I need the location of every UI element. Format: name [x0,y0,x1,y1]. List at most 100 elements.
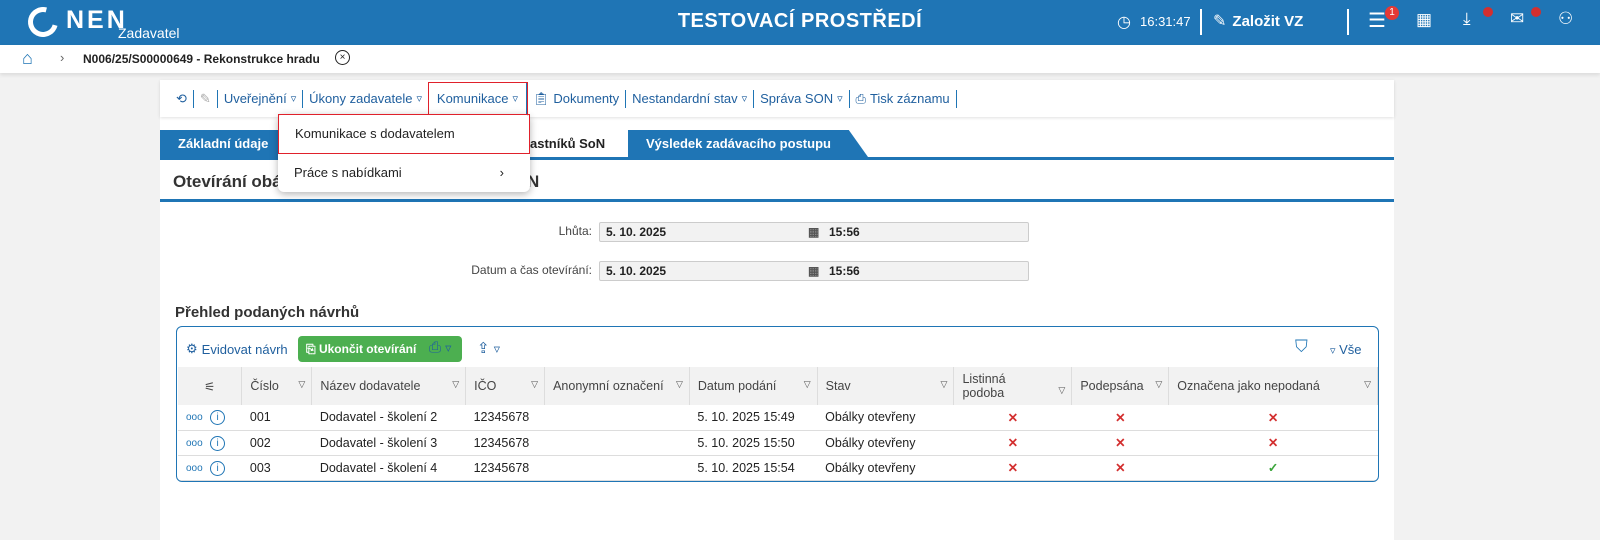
state-cell: Obálky otevřeny [817,430,954,456]
toolbar-uverejneni[interactable]: Uveřejnění ▿ [218,89,304,108]
export-icon[interactable]: ⇪ ▿ [477,340,501,357]
signed-cell: ✕ [1071,430,1169,456]
register-proposal-button[interactable]: ⚙︎ Evidovat návrh [186,341,288,357]
column-settings-icon[interactable]: ⚟ [178,367,243,405]
tab-zakladni-udaje[interactable]: Základní údaje [160,130,280,157]
table-header: ⚟ Číslo ▽ Název dodavatele ▽ IČO ▽ Anonymní… [178,367,1378,405]
clipboard-icon: 📋︎ [532,90,550,106]
grid-title: Přehled podaných návrhů [175,304,360,321]
menu-icon[interactable]: ☰ [1368,10,1386,32]
toolbar-dokumenty[interactable]: 📋︎ Dokumenty [527,89,627,108]
calendar-icon[interactable]: ▦ [1416,10,1433,29]
toolbar-nestandardni-stav[interactable]: Nestandardní stav ▿ [626,89,755,108]
anonymous-label-cell [544,455,690,481]
supplier-name-cell: Dodavatel - školení 4 [311,455,466,481]
opening-field[interactable]: 5. 10. 2025 ▦ 15:56 [599,261,1029,281]
filter-all-dropdown[interactable]: ▿ Vše [1330,342,1362,357]
row-number-cell: 003 [241,455,312,481]
finish-opening-button[interactable]: ⎘ Ukončit otevírání [298,336,462,362]
menu-item-prace-s-nabidkami[interactable]: Práce s nabídkami › [278,154,530,192]
komunikace-dropdown: Komunikace s dodavatelem Práce s nabídka… [278,114,530,192]
proposals-grid: ⚙︎ Evidovat návrh ⎘ Ukončit otevírání ⎙ ▿… [176,326,1379,482]
ico-cell: 12345678 [465,405,545,431]
state-cell: Obálky otevřeny [817,455,954,481]
pencil-icon[interactable]: ✎ [194,89,218,108]
opening-label: Datum a čas otevírání: [471,263,592,277]
clock-time: 16:31:47 [1140,14,1191,29]
more-icon[interactable]: ooo [186,437,203,449]
menu-item-komunikace-s-dodavatelem[interactable]: Komunikace s dodavatelem [278,114,530,154]
column-header[interactable]: Podepsána ▽ [1071,367,1170,405]
logo-text: NEN [66,6,128,34]
app-header: NEN Zadavatel TESTOVACÍ PROSTŘEDÍ ◷ 16:3… [0,0,1600,45]
create-vz-button[interactable]: ✎ Založit VZ [1213,11,1303,31]
refresh-icon[interactable]: ⟲ [170,89,194,108]
ico-cell: 12345678 [465,430,545,456]
section-title-tail: N [527,172,540,191]
column-header[interactable]: Název dodavatele ▽ [311,367,467,405]
marked-not-submitted-cell: ✕ [1168,405,1378,431]
signed-cell: ✕ [1071,405,1169,431]
supplier-name-cell: Dodavatel - školení 2 [311,405,466,431]
print-icon[interactable]: ⎙ ▿ [429,339,452,356]
chevron-right-icon: › [499,165,504,180]
info-icon[interactable]: i [210,460,226,476]
mail-icon[interactable]: ✉ [1510,9,1525,28]
calendar-icon: ▦ [808,264,820,278]
tab-ucastniku-son[interactable]: astníků SoN [520,130,630,157]
column-header[interactable]: Anonymní označení ▽ [544,367,690,405]
row-actions[interactable]: ooo i [178,430,242,456]
submission-date-cell: 5. 10. 2025 15:54 [689,455,818,481]
mail-dot [1531,7,1541,17]
submission-date-cell: 5. 10. 2025 15:49 [689,405,818,431]
row-number-cell: 002 [241,430,312,456]
table-row[interactable]: ooo i 003 Dodavatel - školení 4 12345678 5. … [178,455,1378,481]
tab-vysledek[interactable]: Výsledek zadávacího postupu [628,130,868,157]
row-actions[interactable]: ooo i [178,405,242,431]
supplier-name-cell: Dodavatel - školení 3 [311,430,466,456]
clock-icon: ◷ [1117,14,1131,31]
breadcrumb-item[interactable]: N006/25/S00000649 - Rekonstrukce hradu [83,52,320,66]
download-icon[interactable]: ⤓ [1463,9,1471,28]
column-header[interactable]: Označena jako nepodaná ▽ [1168,367,1378,405]
paper-form-cell: ✕ [953,430,1072,456]
filter-icon[interactable]: ⛉ [1295,337,1308,356]
toolbar-sprava-son[interactable]: Správa SON ▿ [754,89,850,108]
table-row[interactable]: ooo i 001 Dodavatel - školení 2 12345678 5. … [178,405,1378,431]
marked-not-submitted-cell: ✕ [1168,430,1378,456]
info-icon[interactable]: i [210,435,226,451]
toolbar-komunikace[interactable]: Komunikace ▿ [427,81,528,116]
column-header[interactable]: Datum podání ▽ [689,367,818,405]
close-icon[interactable]: × [335,50,350,65]
logo-subtitle: Zadavatel [118,25,180,41]
info-icon[interactable]: i [210,410,226,426]
action-toolbar: ⟲ ✎ Uveřejnění ▿ Úkony zadavatele ▿ Komuni… [160,80,1394,117]
marked-not-submitted-cell: ✓ [1168,455,1378,481]
section-title: Otevírání obál [173,172,287,191]
toolbar-tisk[interactable]: ⎙ Tisk záznamu [850,89,957,108]
anonymous-label-cell [544,405,690,431]
column-header[interactable]: IČO ▽ [465,367,546,405]
row-number-cell: 001 [241,405,312,431]
column-header[interactable]: Listinná podoba ▽ [953,367,1073,405]
finish-icon: ⎘ [306,342,316,356]
user-icon[interactable]: ⚇ [1558,9,1574,28]
column-header[interactable]: Stav ▽ [817,367,955,405]
home-icon[interactable]: ⌂ [22,48,33,68]
proposals-table: ⚟ Číslo ▽ Název dodavatele ▽ IČO ▽ Anonymní… [178,367,1378,481]
signed-cell: ✕ [1071,455,1169,481]
download-dot [1483,7,1493,17]
edit-icon: ✎ [1213,13,1227,30]
table-row[interactable]: ooo i 002 Dodavatel - školení 3 12345678 5. … [178,430,1378,456]
deadline-field[interactable]: 5. 10. 2025 ▦ 15:56 [599,222,1029,242]
chevron-right-icon: › [60,50,65,65]
ico-cell: 12345678 [465,455,545,481]
breadcrumb: ⌂ › N006/25/S00000649 - Rekonstrukce hra… [0,45,1600,73]
column-header[interactable]: Číslo ▽ [241,367,313,405]
toolbar-ukony[interactable]: Úkony zadavatele ▿ [303,89,429,108]
submission-date-cell: 5. 10. 2025 15:50 [689,430,818,456]
anonymous-label-cell [544,430,690,456]
more-icon[interactable]: ooo [186,462,203,474]
more-icon[interactable]: ooo [186,412,203,424]
row-actions[interactable]: ooo i [178,455,242,481]
